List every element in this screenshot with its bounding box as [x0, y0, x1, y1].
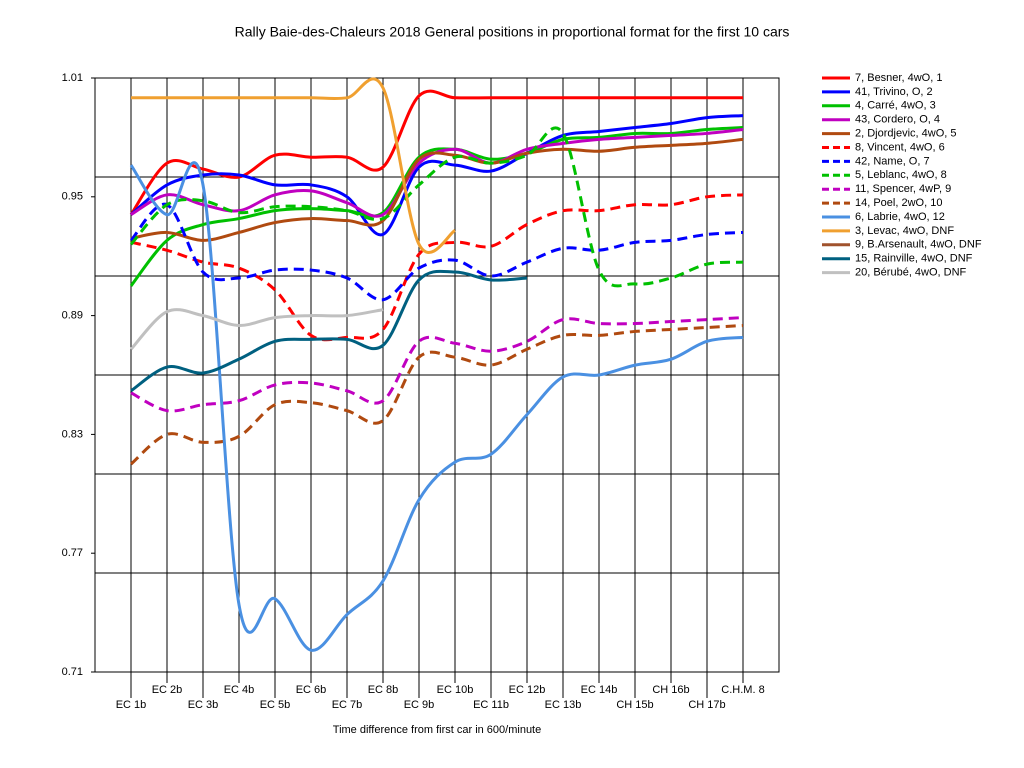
x-tick-label: EC 14b: [581, 684, 618, 696]
series-line: [130, 324, 744, 466]
legend-label: 11, Spencer, 4wP, 9: [855, 183, 951, 195]
x-tick-label: CH 15b: [616, 699, 653, 711]
legend-label: 15, Rainville, 4wO, DNF: [855, 253, 973, 265]
legend-label: 8, Vincent, 4wO, 6: [855, 141, 945, 153]
x-axis-label: Time difference from first car in 600/mi…: [333, 724, 541, 736]
legend-label: 41, Trivino, O, 2: [855, 86, 933, 98]
x-tick-label: EC 2b: [152, 684, 183, 696]
x-tick-label: CH 16b: [652, 684, 689, 696]
x-tick-label: EC 7b: [332, 699, 363, 711]
series-line: [130, 137, 744, 242]
y-tick-label: 0.83: [62, 428, 83, 440]
y-tick-label: 1.01: [62, 72, 83, 84]
y-tick-label: 0.89: [62, 310, 83, 322]
x-tick-label: EC 8b: [368, 684, 399, 696]
series-line: [130, 114, 744, 237]
y-tick-label: 0.77: [62, 547, 83, 559]
x-tick-label: EC 5b: [260, 699, 291, 711]
legend-label: 9, B.Arsenault, 4wO, DNF: [855, 239, 982, 251]
series-line: [130, 269, 528, 393]
chart-title: Rally Baie-des-Chaleurs 2018 General pos…: [235, 24, 790, 40]
series-line: [129, 126, 744, 288]
x-tick-label: EC 3b: [188, 699, 219, 711]
series-line: [129, 308, 384, 351]
x-tick-label: EC 10b: [437, 684, 474, 696]
series-line: [129, 89, 743, 216]
x-tick-label: EC 12b: [509, 684, 546, 696]
x-tick-label: EC 4b: [224, 684, 255, 696]
series-line: [129, 202, 744, 302]
x-tick-label: C.H.M. 8: [721, 684, 764, 696]
y-tick-label: 0.71: [62, 666, 83, 678]
series-line: [130, 316, 744, 413]
legend-label: 7, Besner, 4wO, 1: [855, 72, 942, 84]
legend-label: 20, Bérubé, 4wO, DNF: [855, 267, 967, 279]
series-line: [131, 77, 456, 254]
x-tick-label: EC 1b: [116, 699, 147, 711]
legend-label: 42, Name, O, 7: [855, 155, 930, 167]
legend-label: 14, Poel, 2wO, 10: [855, 197, 942, 209]
y-tick-label: 0.95: [62, 191, 83, 203]
x-tick-label: EC 9b: [404, 699, 435, 711]
series-line: [129, 161, 744, 652]
series-line: [129, 126, 744, 287]
x-tick-label: EC 11b: [473, 699, 509, 711]
legend-label: 4, Carré, 4wO, 3: [855, 100, 936, 112]
legend-label: 6, Labrie, 4wO, 12: [855, 211, 945, 223]
legend-label: 3, Levac, 4wO, DNF: [855, 225, 954, 237]
legend-label: 43, Cordero, O, 4: [855, 114, 940, 126]
legend-label: 2, Djordjevic, 4wO, 5: [855, 128, 956, 140]
x-tick-label: EC 6b: [296, 684, 327, 696]
x-tick-label: CH 17b: [688, 699, 725, 711]
x-tick-label: EC 13b: [545, 699, 582, 711]
legend-label: 5, Leblanc, 4wO, 8: [855, 169, 947, 181]
series-line: [130, 193, 744, 342]
